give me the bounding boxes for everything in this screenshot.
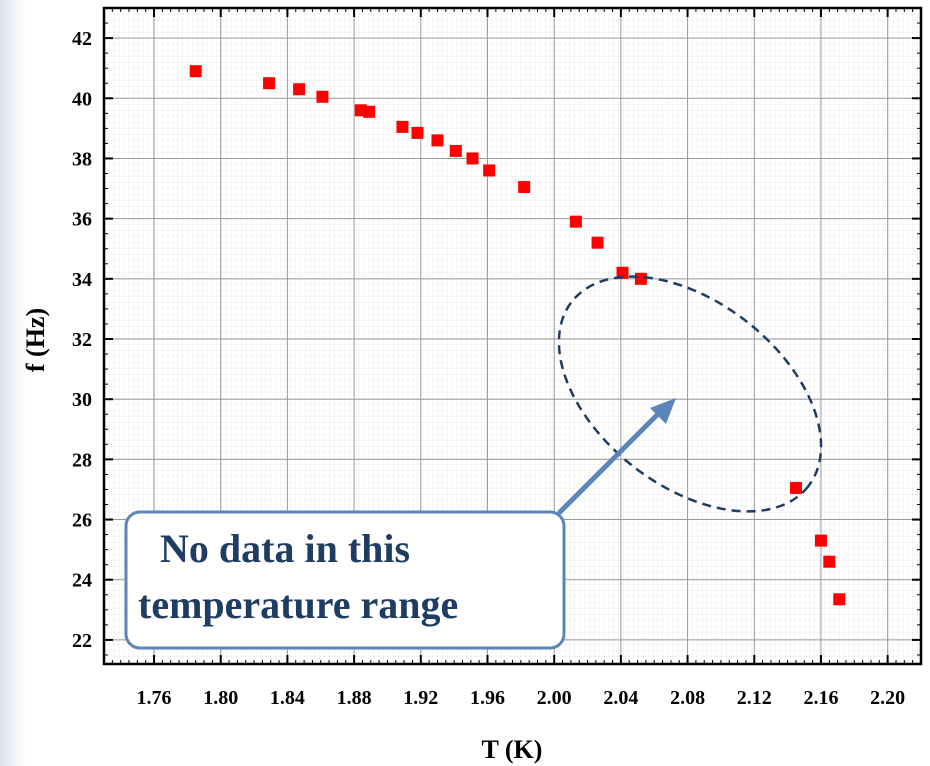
data-point [449,144,462,157]
x-tick-label: 1.92 [403,687,438,709]
data-point [431,134,444,147]
x-tick-labels: 1.76 1.80 1.84 1.88 1.92 1.96 2.00 2.04 2.08 2.12… [137,687,906,709]
y-tick-label: 28 [72,449,92,471]
x-tick-label: 1.88 [337,687,372,709]
major-grid [104,8,921,664]
callout-line-2: temperature range [138,582,458,627]
y-tick-labels: 22 24 26 28 30 32 34 36 38 40 42 [72,28,92,652]
data-point [363,105,376,118]
y-tick-label: 40 [72,88,92,110]
data-point [263,77,276,90]
data-point [466,152,479,165]
x-tick-label: 2.16 [803,687,838,709]
data-points [189,65,846,606]
data-point [569,215,582,228]
y-tick-label: 32 [72,329,92,351]
callout-box [124,510,566,650]
y-tick-label: 42 [72,28,92,50]
y-tick-label: 30 [72,389,92,411]
data-point [396,120,409,133]
data-point [483,164,496,177]
x-axis-title: T (K) [482,735,543,764]
plot-frame [102,6,923,666]
y-axis-title: f (Hz) [21,308,50,372]
x-tick-label: 2.04 [603,687,638,709]
x-tick-label: 1.76 [137,687,172,709]
data-point [616,266,629,279]
data-point [789,481,802,494]
y-tick-label: 24 [72,570,92,592]
callout-arrow [557,398,676,515]
data-point [316,90,329,103]
data-point [814,534,827,547]
x-tick-label: 1.84 [270,687,305,709]
data-point [518,181,531,194]
data-point [823,555,836,568]
y-tick-label: 36 [72,209,92,231]
data-point [411,126,424,139]
data-point [833,593,846,606]
data-point [189,65,202,78]
callout-line-1: No data in this [160,526,410,571]
y-tick-label: 26 [72,510,92,532]
y-tick-label: 34 [72,269,92,291]
data-point [591,236,604,249]
x-tick-label: 2.20 [870,687,905,709]
x-tick-label: 1.80 [203,687,238,709]
x-tick-label: 2.12 [737,687,772,709]
data-point [634,272,647,285]
y-tick-label: 22 [72,630,92,652]
empty-range-ellipse [557,275,823,513]
x-tick-label: 2.08 [670,687,705,709]
y-tick-label: 38 [72,148,92,170]
x-tick-label: 1.96 [470,687,505,709]
x-tick-label: 2.00 [537,687,572,709]
data-point [293,83,306,96]
